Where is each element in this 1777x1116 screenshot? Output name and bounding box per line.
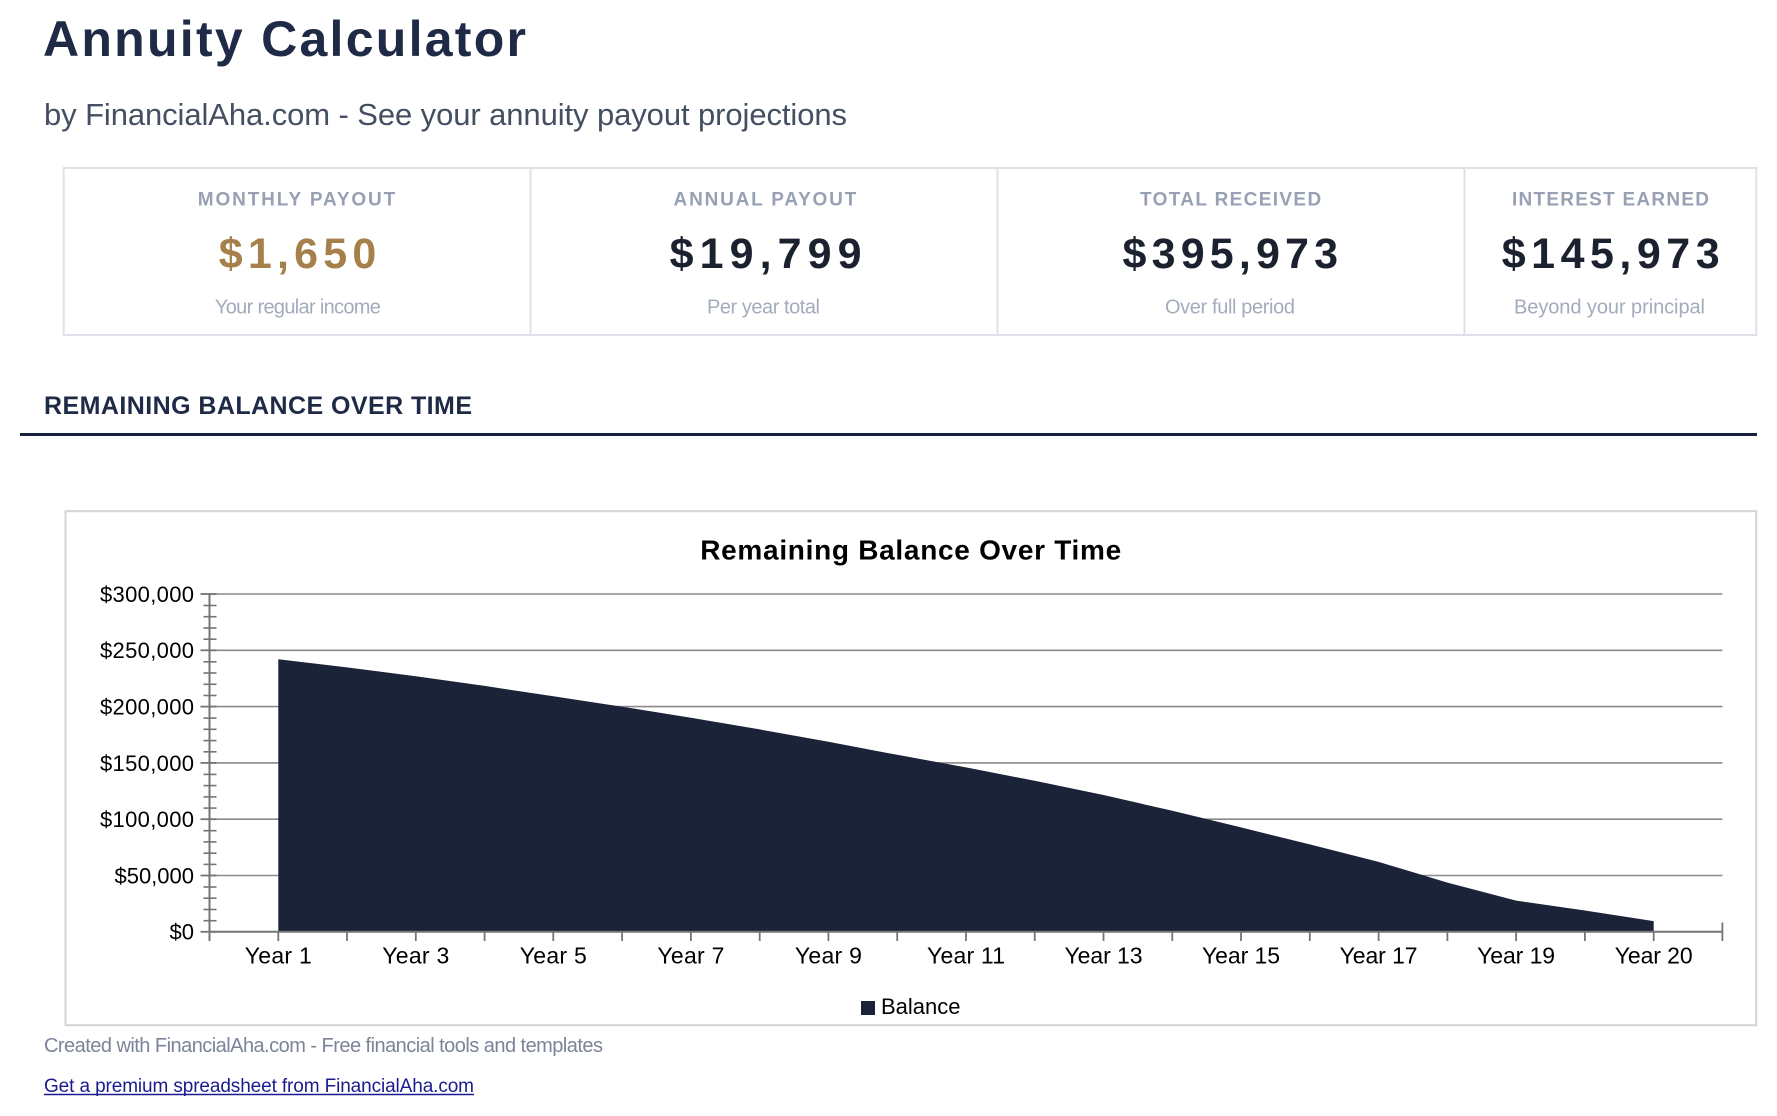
svg-text:$1,650: $1,650: [219, 230, 377, 278]
svg-text:Annuity Calculator: Annuity Calculator: [43, 11, 526, 67]
svg-text:Year 17: Year 17: [1340, 942, 1418, 968]
svg-text:MONTHLY PAYOUT: MONTHLY PAYOUT: [198, 190, 396, 211]
svg-text:Your regular income: Your regular income: [215, 297, 381, 319]
svg-text:$19,799: $19,799: [670, 230, 862, 278]
svg-text:Year 3: Year 3: [382, 942, 449, 968]
svg-text:Balance: Balance: [881, 994, 961, 1019]
svg-text:Created with FinancialAha.com: Created with FinancialAha.com - Free fin…: [44, 1035, 603, 1057]
svg-text:INTEREST EARNED: INTEREST EARNED: [1512, 190, 1709, 211]
svg-text:Year 11: Year 11: [927, 942, 1005, 968]
svg-text:$150,000: $150,000: [100, 751, 194, 776]
svg-text:$395,973: $395,973: [1123, 230, 1339, 278]
svg-text:Get a premium spreadsheet from: Get a premium spreadsheet from Financial…: [44, 1076, 474, 1097]
svg-text:Year 7: Year 7: [657, 942, 724, 968]
svg-text:$250,000: $250,000: [100, 638, 194, 663]
svg-text:Per year total: Per year total: [707, 297, 820, 319]
svg-text:by FinancialAha.com - See your: by FinancialAha.com - See your annuity p…: [44, 97, 847, 132]
svg-text:$100,000: $100,000: [100, 807, 194, 832]
svg-text:Over full period: Over full period: [1165, 297, 1295, 319]
svg-text:Year 1: Year 1: [245, 942, 312, 968]
svg-text:$145,973: $145,973: [1502, 230, 1720, 278]
svg-text:TOTAL RECEIVED: TOTAL RECEIVED: [1140, 190, 1321, 211]
svg-text:Year 20: Year 20: [1615, 942, 1693, 968]
svg-text:$0: $0: [170, 920, 194, 945]
svg-text:ANNUAL PAYOUT: ANNUAL PAYOUT: [674, 190, 857, 211]
svg-text:Remaining Balance Over Time: Remaining Balance Over Time: [700, 535, 1121, 566]
svg-text:$200,000: $200,000: [100, 695, 194, 720]
svg-text:$50,000: $50,000: [114, 863, 194, 888]
svg-text:$300,000: $300,000: [100, 582, 194, 607]
svg-text:Beyond your principal: Beyond your principal: [1514, 297, 1705, 319]
svg-text:Year 5: Year 5: [520, 942, 587, 968]
svg-text:Year 13: Year 13: [1065, 942, 1143, 968]
svg-text:Year 15: Year 15: [1202, 942, 1280, 968]
svg-text:Year 19: Year 19: [1477, 942, 1555, 968]
svg-text:REMAINING BALANCE OVER TIME: REMAINING BALANCE OVER TIME: [44, 392, 472, 420]
svg-text:Year 9: Year 9: [795, 942, 862, 968]
